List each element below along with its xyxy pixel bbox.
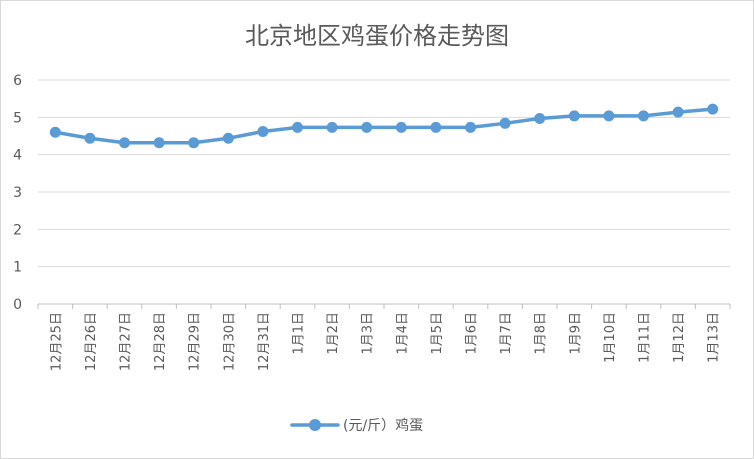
chart-title: 北京地区鸡蛋价格走势图	[245, 22, 509, 50]
data-point	[292, 121, 303, 133]
x-tick-label: 1月11日	[638, 312, 653, 363]
data-point	[119, 137, 130, 149]
gridlines	[38, 79, 730, 305]
x-tick-label: 1月12日	[672, 312, 687, 363]
y-tick-label: 5	[13, 110, 22, 126]
x-tick-label: 1月13日	[707, 312, 722, 363]
legend-marker	[309, 419, 321, 431]
data-point	[638, 110, 649, 122]
data-point	[603, 110, 615, 122]
x-tick-label: 1月6日	[465, 312, 480, 355]
x-tick-label: 1月8日	[534, 312, 549, 355]
series-line	[53, 107, 715, 145]
data-point	[707, 103, 719, 115]
x-tick-label: 12月29日	[188, 312, 203, 371]
data-point	[430, 121, 442, 133]
data-point	[326, 121, 338, 133]
x-tick-label: 1月10日	[603, 312, 618, 363]
series-egg-price	[49, 103, 719, 149]
x-tick-label: 1月4日	[395, 312, 410, 355]
y-tick-label: 1	[13, 260, 22, 276]
legend-label: (元/斤）鸡蛋	[343, 417, 423, 434]
x-tick-label: 1月9日	[568, 312, 583, 355]
data-point	[499, 117, 511, 129]
x-axis: 12月25日 12月26日 12月27日 12月28日 12月29日 12月30日 12月3…	[37, 304, 731, 371]
x-tick-label: 1月3日	[361, 312, 376, 355]
data-point	[257, 126, 269, 138]
data-point	[465, 121, 476, 133]
x-tick-label: 1月1日	[292, 312, 307, 355]
data-point	[361, 121, 373, 133]
data-point	[188, 137, 200, 149]
data-point	[395, 121, 407, 133]
y-tick-label: 3	[13, 185, 22, 201]
x-tick-label: 12月28日	[153, 312, 168, 371]
y-tick-label: 2	[13, 222, 22, 238]
x-tick-label: 12月27日	[119, 312, 134, 371]
x-tick-label: 12月25日	[49, 312, 64, 371]
y-axis-ticks: 0 1 2 3 4 5 6	[13, 73, 22, 313]
data-point	[672, 106, 684, 118]
legend: (元/斤）鸡蛋	[290, 417, 423, 434]
data-point	[84, 132, 96, 144]
data-point	[49, 126, 61, 138]
x-tick-label: 12月26日	[84, 312, 99, 371]
x-tick-label: 1月2日	[326, 312, 341, 355]
x-tick-label: 12月31日	[257, 312, 272, 371]
data-point	[222, 132, 234, 144]
data-point	[534, 112, 546, 124]
x-tick-label: 12月30日	[222, 312, 237, 371]
y-tick-label: 0	[13, 297, 22, 313]
x-tick-label: 1月7日	[499, 312, 514, 355]
y-tick-label: 6	[13, 73, 22, 89]
y-tick-label: 4	[13, 148, 22, 164]
x-tick-label: 1月5日	[430, 312, 445, 355]
data-point	[568, 110, 580, 122]
data-point	[153, 137, 165, 149]
